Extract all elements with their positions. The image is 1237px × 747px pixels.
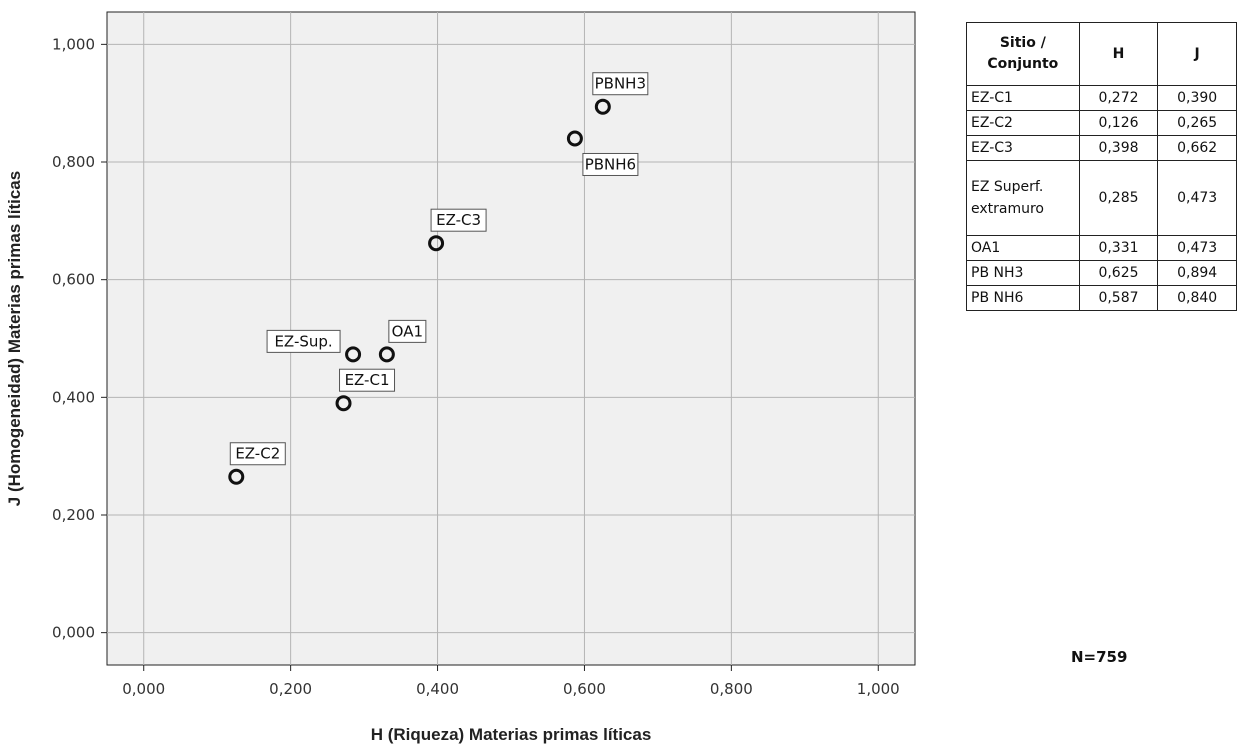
point-label-box (592, 72, 649, 96)
table-row: EZ-C1 0,272 0,390 (966, 85, 1237, 111)
cell-sitio: EZ-C2 (966, 110, 1080, 136)
x-tick-label: 0,000 (122, 680, 165, 698)
point-label-box (266, 329, 341, 353)
gridlines (107, 12, 915, 665)
plot-area (106, 11, 916, 666)
data-point: EZ-C3 (428, 208, 487, 252)
point-marker (378, 346, 395, 363)
table-row: EZ Superf. extramuro 0,285 0,473 (966, 160, 1237, 236)
cell-h: 0,126 (1078, 110, 1159, 136)
data-point: OA1 (378, 319, 427, 363)
point-label-box (582, 152, 639, 176)
y-tick-label: 1,000 (52, 35, 95, 53)
cell-j: 0,840 (1157, 285, 1237, 311)
y-tick-label: 0,600 (52, 271, 95, 289)
x-tick-label: 0,200 (269, 680, 312, 698)
cell-sitio: PB NH6 (966, 285, 1080, 311)
point-marker (228, 468, 245, 485)
x-tick-label: 1,000 (857, 680, 900, 698)
x-tick-label: 0,600 (563, 680, 606, 698)
data-table: Sitio / Conjunto H J EZ-C1 0,272 0,390 EZ… (966, 22, 1237, 311)
point-marker (566, 130, 583, 147)
cell-j: 0,390 (1157, 85, 1237, 111)
point-label-box (430, 208, 487, 232)
point-marker (594, 98, 611, 115)
table-header-row: Sitio / Conjunto H J (966, 22, 1237, 86)
point-marker (335, 395, 352, 412)
table-row: OA1 0,331 0,473 (966, 235, 1237, 261)
table-row: EZ-C3 0,398 0,662 (966, 135, 1237, 161)
x-axis-title: H (Riqueza) Materias primas líticas (371, 725, 652, 744)
point-label-box (339, 368, 396, 392)
scatter-chart: 0,000 0,000 0,200 0,200 0,400 0,400 0,600 0,600… (5, 11, 916, 744)
cell-h: 0,272 (1078, 85, 1159, 111)
cell-j: 0,265 (1157, 110, 1237, 136)
cell-h: 0,587 (1078, 285, 1159, 311)
y-tick-label: 0,400 (52, 388, 95, 406)
x-tick-label: 0,800 (710, 680, 753, 698)
point-label-box (388, 319, 427, 343)
cell-sitio: EZ-C3 (966, 135, 1080, 161)
x-tick-label: 0,400 (416, 680, 459, 698)
axis-ticks: 0,000 0,000 0,200 0,200 0,400 0,400 0,600 0,600… (52, 35, 900, 698)
point-label: EZ-C1 (345, 371, 390, 389)
data-point: PBNH6 (566, 130, 639, 176)
data-point: PBNH3 (592, 72, 649, 115)
data-point: EZ-C2 (228, 442, 286, 485)
y-tick-label: 0,200 (52, 506, 95, 524)
header-h: H (1078, 22, 1159, 86)
point-label: EZ-C2 (235, 445, 280, 463)
table-row: EZ-C2 0,126 0,265 (966, 110, 1237, 136)
cell-j: 0,473 (1157, 235, 1237, 261)
cell-sitio: OA1 (966, 235, 1080, 261)
point-label: PBNH6 (585, 155, 636, 173)
cell-h: 0,331 (1078, 235, 1159, 261)
table-row: PB NH6 0,587 0,840 (966, 285, 1237, 311)
cell-h: 0,625 (1078, 260, 1159, 286)
table-row: PB NH3 0,625 0,894 (966, 260, 1237, 286)
cell-h: 0,398 (1078, 135, 1159, 161)
header-sitio: Sitio / Conjunto (966, 22, 1080, 86)
point-marker (428, 235, 445, 252)
y-tick-label: 0,800 (52, 153, 95, 171)
point-label: OA1 (392, 322, 423, 340)
data-point: EZ-C1 (335, 368, 396, 412)
point-label: EZ-Sup. (274, 332, 332, 350)
cell-h: 0,285 (1078, 160, 1159, 236)
cell-j: 0,662 (1157, 135, 1237, 161)
point-marker (345, 346, 362, 363)
y-axis-title: J (Homogeneidad) Materias primas líticas (5, 171, 24, 506)
cell-j: 0,473 (1157, 160, 1237, 236)
cell-sitio: EZ-C1 (966, 85, 1080, 111)
point-label: PBNH3 (595, 75, 646, 93)
header-j: J (1157, 22, 1237, 86)
point-label-box (229, 442, 286, 466)
y-tick-label: 0,000 (52, 624, 95, 642)
cell-sitio: EZ Superf. extramuro (966, 160, 1080, 236)
data-points: EZ-C1 EZ-C2 EZ-C3 EZ-Sup. OA1 PBNH3 PBNH6 (228, 72, 649, 485)
data-point: EZ-Sup. (266, 329, 362, 363)
point-label: EZ-C3 (436, 211, 481, 229)
cell-j: 0,894 (1157, 260, 1237, 286)
sample-size-note: N=759 (1071, 648, 1128, 666)
cell-sitio: PB NH3 (966, 260, 1080, 286)
